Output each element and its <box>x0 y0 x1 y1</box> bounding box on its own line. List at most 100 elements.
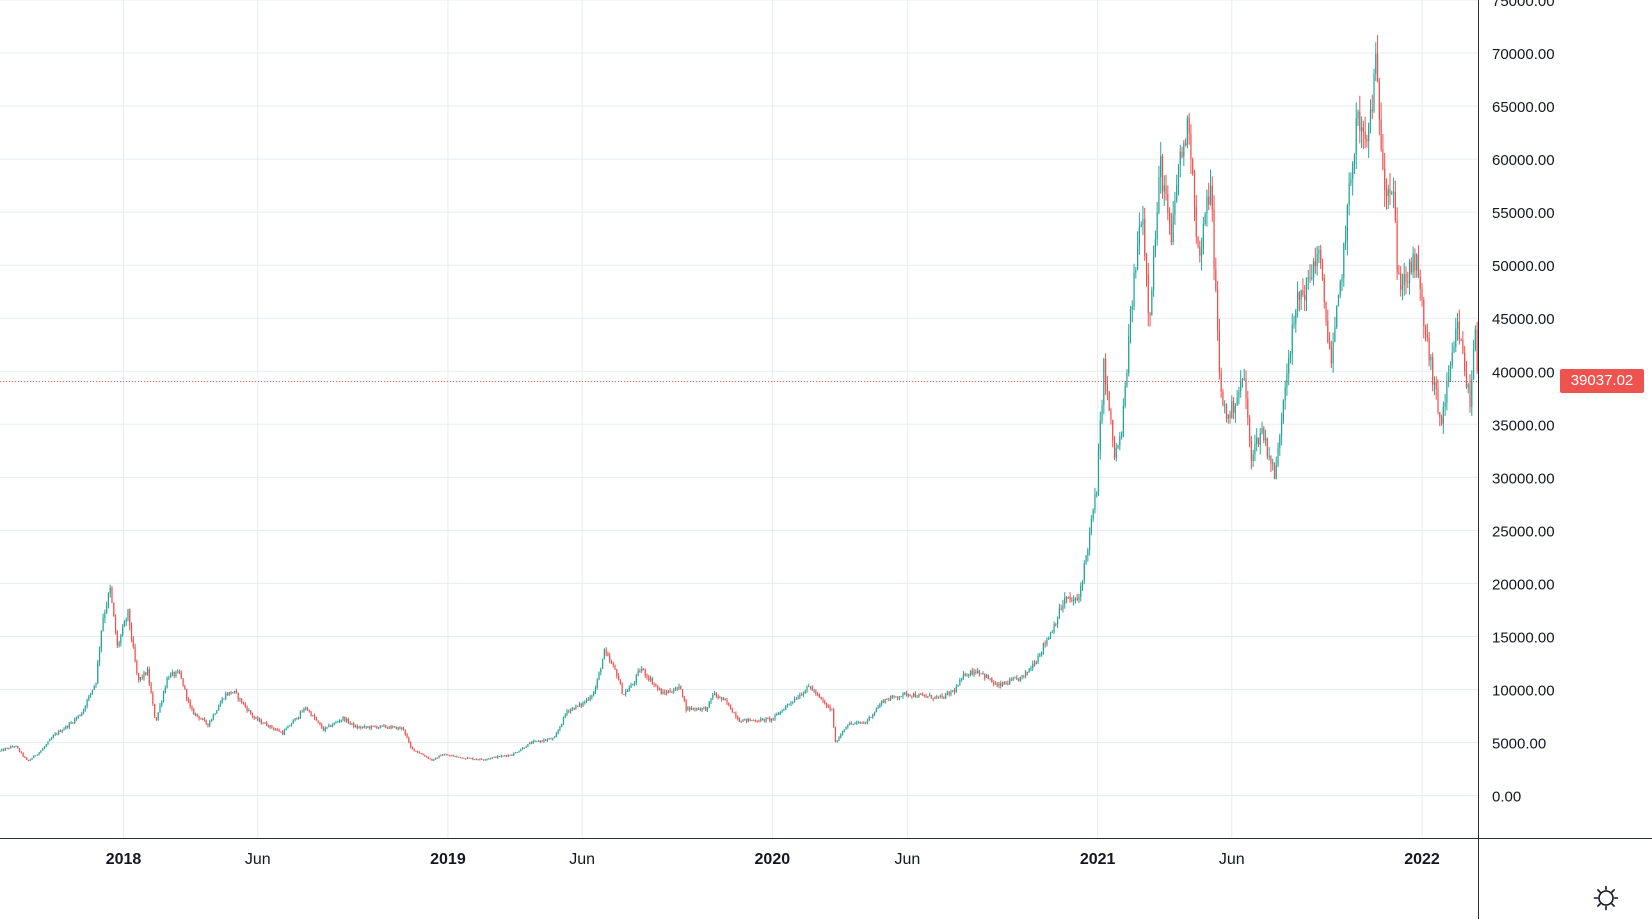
candle-body <box>609 655 611 662</box>
candle-body <box>310 711 312 716</box>
candle-body <box>568 710 570 712</box>
candle-body <box>385 725 387 728</box>
candle-body <box>713 693 716 695</box>
candle-body <box>1279 435 1281 448</box>
candle-body <box>838 737 840 741</box>
candle-body <box>763 718 765 721</box>
candle-body <box>207 723 209 726</box>
candle-body <box>856 722 858 724</box>
candle-body <box>653 684 655 686</box>
candle-body <box>0 750 1 752</box>
candle-body <box>1231 400 1233 419</box>
candle-body <box>881 701 883 705</box>
candle-body <box>123 621 126 627</box>
y-tick-label: 50000.00 <box>1492 258 1555 275</box>
candle-body <box>941 695 943 698</box>
candle-body <box>1049 632 1052 638</box>
gear-icon[interactable] <box>1592 884 1620 912</box>
candle-body <box>1040 652 1043 655</box>
candle-body <box>1010 679 1013 681</box>
candle-body <box>824 701 826 704</box>
candle-body <box>114 616 117 633</box>
candle-body <box>760 718 762 722</box>
candle-body <box>550 738 552 740</box>
candle-body <box>230 691 232 694</box>
candle-body <box>747 719 749 722</box>
candle-body <box>306 708 309 711</box>
candle-body <box>525 746 527 748</box>
candle-body <box>454 756 456 758</box>
candle-body <box>1110 410 1112 420</box>
candle-body <box>393 726 396 728</box>
candle-body <box>193 709 195 715</box>
candle-body <box>1366 139 1368 142</box>
candle-series <box>0 35 1478 762</box>
candle-body <box>781 710 783 712</box>
candle-body <box>180 672 182 679</box>
candle-body <box>202 718 204 720</box>
candle-body <box>534 740 536 742</box>
candle-body <box>717 696 719 698</box>
candle-body <box>45 744 47 747</box>
candle-body <box>1238 391 1240 398</box>
candle-body <box>834 727 837 742</box>
candle-body <box>1051 632 1053 634</box>
candle-body <box>769 718 771 721</box>
candle-body <box>1001 682 1004 687</box>
candle-body <box>1323 277 1325 302</box>
x-tick-label: Jun <box>569 851 595 868</box>
candle-body <box>500 755 502 757</box>
candle-body <box>43 746 46 749</box>
candle-body <box>875 708 877 712</box>
candle-body <box>171 672 174 674</box>
y-tick-label: 20000.00 <box>1492 576 1555 593</box>
candle-body <box>600 668 602 673</box>
candle-body <box>603 649 605 660</box>
candle-body <box>1437 389 1439 412</box>
candle-body <box>301 711 303 713</box>
candle-body <box>1174 200 1176 215</box>
candle-body <box>221 698 223 703</box>
candle-body <box>898 697 901 699</box>
candle-body <box>850 723 853 725</box>
candle-body <box>561 723 563 727</box>
candle-body <box>852 723 854 725</box>
candle-body <box>1149 313 1151 316</box>
candle-body <box>681 689 684 697</box>
candle-body <box>1471 379 1473 407</box>
candle-body <box>1030 667 1032 670</box>
candle-body <box>86 700 88 707</box>
candle-body <box>1131 306 1133 309</box>
candle-body <box>623 694 625 696</box>
candle-body <box>377 727 380 729</box>
candle-body <box>1346 205 1348 241</box>
candle-body <box>461 757 463 759</box>
candle-body <box>594 687 597 693</box>
candle-body <box>728 703 730 705</box>
candle-body <box>715 693 717 697</box>
candle-body <box>610 661 613 664</box>
candle-body <box>253 716 255 719</box>
candle-body <box>1142 219 1144 225</box>
y-tick-label: 5000.00 <box>1492 736 1546 753</box>
candle-body <box>504 755 506 757</box>
candle-body <box>1378 82 1380 120</box>
candle-body <box>354 725 357 727</box>
candle-body <box>1103 358 1105 406</box>
candle-body <box>269 725 271 728</box>
candle-body <box>577 705 579 707</box>
candle-body <box>1296 292 1299 311</box>
candle-body <box>386 727 389 729</box>
y-tick-label: 0.00 <box>1492 789 1521 806</box>
candle-body <box>1357 111 1359 119</box>
candle-body <box>1453 346 1455 353</box>
candle-body <box>15 746 17 748</box>
candle-body <box>415 750 417 752</box>
candle-body <box>845 727 847 730</box>
candle-body <box>1261 428 1263 434</box>
candle-body <box>591 695 593 698</box>
candle-body <box>790 702 792 704</box>
candle-body <box>598 672 600 680</box>
